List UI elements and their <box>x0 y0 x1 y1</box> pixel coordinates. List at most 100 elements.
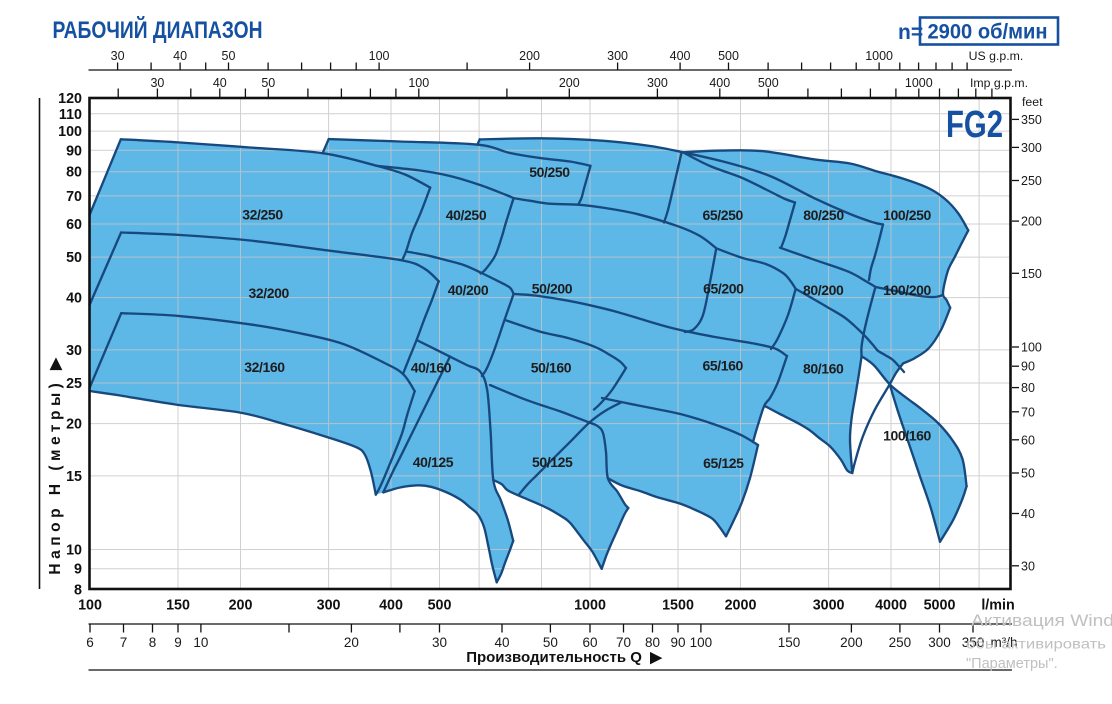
svg-text:200: 200 <box>229 598 253 614</box>
svg-text:"Параметры".: "Параметры". <box>966 656 1058 672</box>
svg-text:50: 50 <box>1021 467 1035 481</box>
svg-text:2000: 2000 <box>725 598 757 614</box>
svg-text:80: 80 <box>66 165 82 181</box>
svg-text:Напор H (метры) ▶: Напор H (метры) ▶ <box>47 353 64 574</box>
svg-text:9: 9 <box>174 635 182 650</box>
svg-text:300: 300 <box>928 635 951 650</box>
svg-text:10: 10 <box>66 543 82 559</box>
svg-text:80/200: 80/200 <box>803 282 844 298</box>
svg-text:500: 500 <box>718 49 739 63</box>
svg-text:50/200: 50/200 <box>532 281 573 297</box>
svg-text:30: 30 <box>1021 559 1035 573</box>
svg-text:300: 300 <box>647 76 668 90</box>
svg-text:400: 400 <box>379 598 403 614</box>
svg-text:20: 20 <box>66 417 82 433</box>
svg-text:30: 30 <box>432 635 447 650</box>
svg-text:25: 25 <box>66 376 82 392</box>
svg-text:50/160: 50/160 <box>531 360 572 376</box>
svg-text:400: 400 <box>670 49 691 63</box>
svg-text:обы активировать: обы активировать <box>966 636 1106 652</box>
svg-text:150: 150 <box>166 598 190 614</box>
svg-text:6: 6 <box>86 635 94 650</box>
svg-text:350: 350 <box>1021 113 1042 127</box>
svg-text:40: 40 <box>173 49 187 63</box>
svg-text:US g.p.m.: US g.p.m. <box>969 49 1024 63</box>
svg-text:9: 9 <box>74 562 82 578</box>
svg-text:40: 40 <box>1021 507 1035 521</box>
svg-text:40/250: 40/250 <box>446 207 487 223</box>
svg-text:200: 200 <box>840 635 863 650</box>
svg-text:40: 40 <box>494 635 509 650</box>
svg-text:5000: 5000 <box>924 598 956 614</box>
svg-text:80/250: 80/250 <box>803 207 844 223</box>
svg-text:8: 8 <box>149 635 157 650</box>
svg-text:100: 100 <box>408 76 429 90</box>
svg-text:40: 40 <box>213 76 227 90</box>
svg-text:90: 90 <box>670 635 685 650</box>
svg-text:70: 70 <box>616 635 631 650</box>
svg-text:65/250: 65/250 <box>702 207 743 223</box>
svg-text:40: 40 <box>66 291 82 307</box>
svg-text:40/200: 40/200 <box>448 282 489 298</box>
svg-text:РАБОЧИЙ ДИАПАЗОН: РАБОЧИЙ ДИАПАЗОН <box>53 16 263 44</box>
svg-text:2900 об/мин: 2900 об/мин <box>928 21 1048 44</box>
svg-text:50: 50 <box>543 635 558 650</box>
svg-text:32/160: 32/160 <box>244 359 285 375</box>
svg-text:8: 8 <box>74 583 82 599</box>
svg-text:Активация Wind: Активация Wind <box>971 611 1112 630</box>
svg-text:40/125: 40/125 <box>413 454 454 470</box>
svg-text:300: 300 <box>607 49 628 63</box>
svg-text:250: 250 <box>1021 174 1042 188</box>
svg-text:200: 200 <box>519 49 540 63</box>
svg-text:50/125: 50/125 <box>532 454 573 470</box>
svg-text:60: 60 <box>1021 433 1035 447</box>
svg-text:Imp g.p.m.: Imp g.p.m. <box>970 76 1028 90</box>
svg-text:100: 100 <box>369 49 390 63</box>
svg-text:1500: 1500 <box>662 598 694 614</box>
svg-text:1000: 1000 <box>574 598 606 614</box>
svg-text:1000: 1000 <box>865 49 893 63</box>
svg-text:65/200: 65/200 <box>703 281 744 297</box>
svg-text:1000: 1000 <box>905 76 933 90</box>
svg-text:50: 50 <box>66 250 82 266</box>
svg-text:100/250: 100/250 <box>883 207 931 223</box>
svg-text:l/min: l/min <box>981 598 1014 614</box>
svg-text:60: 60 <box>66 217 82 233</box>
svg-text:200: 200 <box>559 76 580 90</box>
svg-text:300: 300 <box>317 598 341 614</box>
svg-text:80: 80 <box>645 635 660 650</box>
svg-text:32/200: 32/200 <box>248 285 289 301</box>
svg-text:m³/h: m³/h <box>991 635 1018 650</box>
svg-text:500: 500 <box>758 76 779 90</box>
svg-text:15: 15 <box>66 469 82 485</box>
svg-text:200: 200 <box>1021 215 1042 229</box>
svg-text:65/125: 65/125 <box>703 455 744 471</box>
svg-text:90: 90 <box>66 143 82 159</box>
svg-text:n=: n= <box>898 21 923 44</box>
svg-text:60: 60 <box>582 635 597 650</box>
svg-text:350: 350 <box>962 635 985 650</box>
svg-text:100: 100 <box>78 598 102 614</box>
svg-text:7: 7 <box>120 635 128 650</box>
svg-text:400: 400 <box>709 76 730 90</box>
svg-text:250: 250 <box>889 635 912 650</box>
svg-text:20: 20 <box>344 635 359 650</box>
svg-text:10: 10 <box>193 635 208 650</box>
svg-text:65/160: 65/160 <box>702 358 743 374</box>
svg-text:3000: 3000 <box>813 598 845 614</box>
svg-text:FG2: FG2 <box>946 104 1003 146</box>
svg-text:30: 30 <box>66 343 82 359</box>
svg-text:80/160: 80/160 <box>803 361 844 377</box>
svg-text:90: 90 <box>1021 360 1035 374</box>
svg-text:30: 30 <box>150 76 164 90</box>
svg-text:30: 30 <box>111 49 125 63</box>
svg-text:50: 50 <box>222 49 236 63</box>
svg-text:50: 50 <box>261 76 275 90</box>
svg-text:100: 100 <box>690 635 713 650</box>
svg-text:100/200: 100/200 <box>883 282 931 298</box>
svg-text:feet: feet <box>1022 95 1043 109</box>
svg-text:300: 300 <box>1021 141 1042 155</box>
svg-text:100: 100 <box>1021 341 1042 355</box>
svg-text:100/160: 100/160 <box>883 428 931 444</box>
svg-text:50/250: 50/250 <box>529 164 570 180</box>
